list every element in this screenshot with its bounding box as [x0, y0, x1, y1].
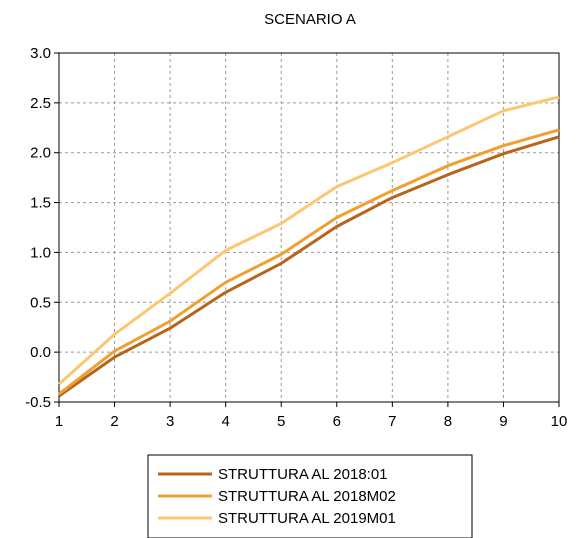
- x-tick-label: 8: [444, 413, 452, 430]
- x-tick-label: 4: [221, 413, 229, 430]
- x-tick-label: 10: [551, 413, 568, 430]
- y-tick-label: 0.0: [30, 344, 51, 361]
- x-tick-label: 9: [499, 413, 507, 430]
- y-tick-label: -0.5: [25, 394, 51, 411]
- series-line-3: [57, 95, 560, 386]
- chart-title: SCENARIO A: [264, 11, 356, 28]
- x-tick-label: 2: [110, 413, 118, 430]
- legend-label-3: STRUTTURA AL 2019M01: [218, 510, 396, 527]
- y-axis-ticks: -0.5 0.0 0.5 1.0 1.5 2.0 2.5 3.0: [25, 45, 59, 411]
- grid: [59, 53, 559, 402]
- x-tick-label: 7: [388, 413, 396, 430]
- x-tick-label: 3: [166, 413, 174, 430]
- legend-label-2: STRUTTURA AL 2018M02: [218, 488, 396, 505]
- series-line-2: [58, 128, 560, 396]
- x-axis-ticks: 1 2 3 4 5 6 7 8 9 10: [55, 402, 568, 430]
- series-lines: [57, 95, 560, 398]
- x-tick-label: 5: [277, 413, 285, 430]
- plot-area-frame: [58, 52, 560, 403]
- y-tick-label: 0.5: [30, 294, 51, 311]
- y-tick-label: 1.0: [30, 244, 51, 261]
- y-tick-label: 3.0: [30, 45, 51, 62]
- x-tick-label: 1: [55, 413, 63, 430]
- y-tick-label: 1.5: [30, 195, 51, 212]
- legend: STRUTTURA AL 2018:01 STRUTTURA AL 2018M02…: [147, 454, 473, 538]
- y-tick-label: 2.5: [30, 95, 51, 112]
- legend-label-1: STRUTTURA AL 2018:01: [218, 466, 388, 483]
- series-line-1: [58, 135, 560, 398]
- y-tick-label: 2.0: [30, 145, 51, 162]
- x-tick-label: 6: [333, 413, 341, 430]
